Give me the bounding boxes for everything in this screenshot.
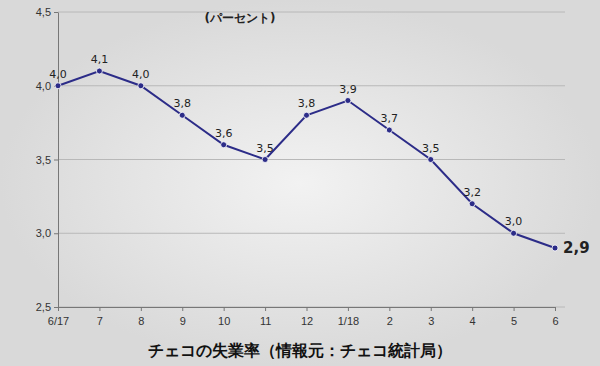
x-tick-mark	[99, 307, 100, 311]
marker	[345, 98, 351, 104]
marker	[428, 157, 434, 163]
data-label: 3,2	[463, 186, 481, 199]
data-label: 3,9	[339, 83, 357, 96]
data-label: 3,5	[422, 142, 440, 155]
x-tick-label: 3	[428, 315, 434, 327]
x-tick: 1/18	[338, 307, 359, 327]
y-tick: 2,5	[36, 301, 58, 313]
marker	[262, 157, 268, 163]
grid-line	[58, 233, 565, 234]
x-tick-label: 11	[260, 315, 271, 327]
x-tick: 10	[218, 307, 230, 327]
y-tick-label: 3,0	[36, 227, 51, 239]
background	[0, 0, 600, 366]
line	[58, 71, 555, 248]
data-label: 4,0	[132, 68, 150, 81]
x-tick-mark	[472, 307, 473, 311]
x-tick-mark	[58, 307, 59, 311]
y-tick: 3,5	[36, 154, 58, 166]
x-tick-label: 6/17	[48, 315, 69, 327]
x-axis: 6/17 7 8 9 10 11 12 1/18 2 3 4 5 6	[48, 307, 559, 327]
y-tick-mark	[54, 307, 58, 308]
data-label: 3,7	[381, 112, 399, 125]
plot-area	[55, 68, 558, 251]
data-label: 3,8	[298, 97, 316, 110]
x-tick-label: 2	[387, 315, 393, 327]
x-tick: 8	[138, 307, 144, 327]
x-tick: 3	[428, 307, 434, 327]
marker	[179, 112, 185, 118]
x-tick-mark	[555, 307, 556, 311]
y-tick-label: 4,5	[36, 6, 51, 18]
y-label: (パーセント)	[205, 11, 276, 25]
marker	[55, 83, 61, 89]
x-tick: 9	[180, 307, 186, 327]
x-tick-mark	[348, 307, 349, 311]
grid	[58, 12, 565, 307]
y-tick: 4,5	[36, 6, 58, 18]
data-labels: 4,0 4,1 4,0 3,8 3,6 3,5 3,8 3,9 3,7 3,5 3,2 3,0 2,9	[49, 53, 589, 257]
x-tick: 6/17	[48, 307, 69, 327]
grid-line	[58, 12, 565, 13]
marker	[96, 68, 102, 74]
x-tick-mark	[307, 307, 308, 311]
x-tick-label: 5	[511, 315, 517, 327]
x-tick-label: 8	[138, 315, 144, 327]
y-axis-line	[58, 13, 59, 308]
y-tick-label: 4,0	[36, 80, 51, 92]
x-tick-mark	[514, 307, 515, 311]
data-label: 3,5	[256, 142, 274, 155]
x-tick-mark	[431, 307, 432, 311]
y-tick-mark	[54, 233, 58, 234]
marker	[469, 201, 475, 207]
marker	[386, 127, 392, 133]
grid-line	[58, 159, 565, 160]
marker	[552, 245, 558, 251]
x-tick-label: 9	[180, 315, 186, 327]
x-tick: 11	[260, 307, 271, 327]
x-tick-label: 12	[301, 315, 313, 327]
y-tick-label: 3,5	[36, 154, 51, 166]
x-tick: 6	[552, 307, 558, 327]
y-tick: 3,0	[36, 227, 58, 239]
x-tick-mark	[265, 307, 266, 311]
marker	[138, 83, 144, 89]
y-tick-label: 2,5	[36, 301, 51, 313]
x-tick: 7	[97, 307, 103, 327]
x-tick-mark	[141, 307, 142, 311]
x-tick-label: 10	[218, 315, 230, 327]
data-label: 4,0	[49, 68, 67, 81]
x-tick: 2	[387, 307, 393, 327]
x-tick: 4	[470, 307, 476, 327]
x-tick-mark	[389, 307, 390, 311]
x-tick-label: 1/18	[338, 315, 359, 327]
x-tick-label: 6	[552, 315, 558, 327]
data-label: 4,1	[91, 53, 109, 66]
title: チェコの失業率（情報元：チェコ統計局）	[148, 341, 452, 360]
x-tick-label: 7	[97, 315, 103, 327]
data-label: 3,8	[174, 97, 192, 110]
marker	[511, 230, 517, 236]
x-tick-mark	[224, 307, 225, 311]
x-tick-label: 4	[470, 315, 476, 327]
y-tick-mark	[54, 160, 58, 161]
chart: 2,5 3,0 3,5 4,0 4,5 6/17 7 8 9 10 11 12 1/18 2 3 4 5 6 4,0…	[0, 0, 600, 366]
data-label: 3,0	[505, 215, 523, 228]
x-tick-mark	[182, 307, 183, 311]
marker	[304, 112, 310, 118]
data-label: 3,6	[215, 127, 233, 140]
grid-line	[58, 85, 565, 86]
y-axis: 2,5 3,0 3,5 4,0 4,5	[36, 6, 59, 313]
x-tick: 5	[511, 307, 517, 327]
grid-line	[58, 307, 565, 308]
y-tick-mark	[54, 12, 58, 13]
marker	[221, 142, 227, 148]
data-label: 2,9	[563, 239, 590, 257]
x-tick: 12	[301, 307, 313, 327]
